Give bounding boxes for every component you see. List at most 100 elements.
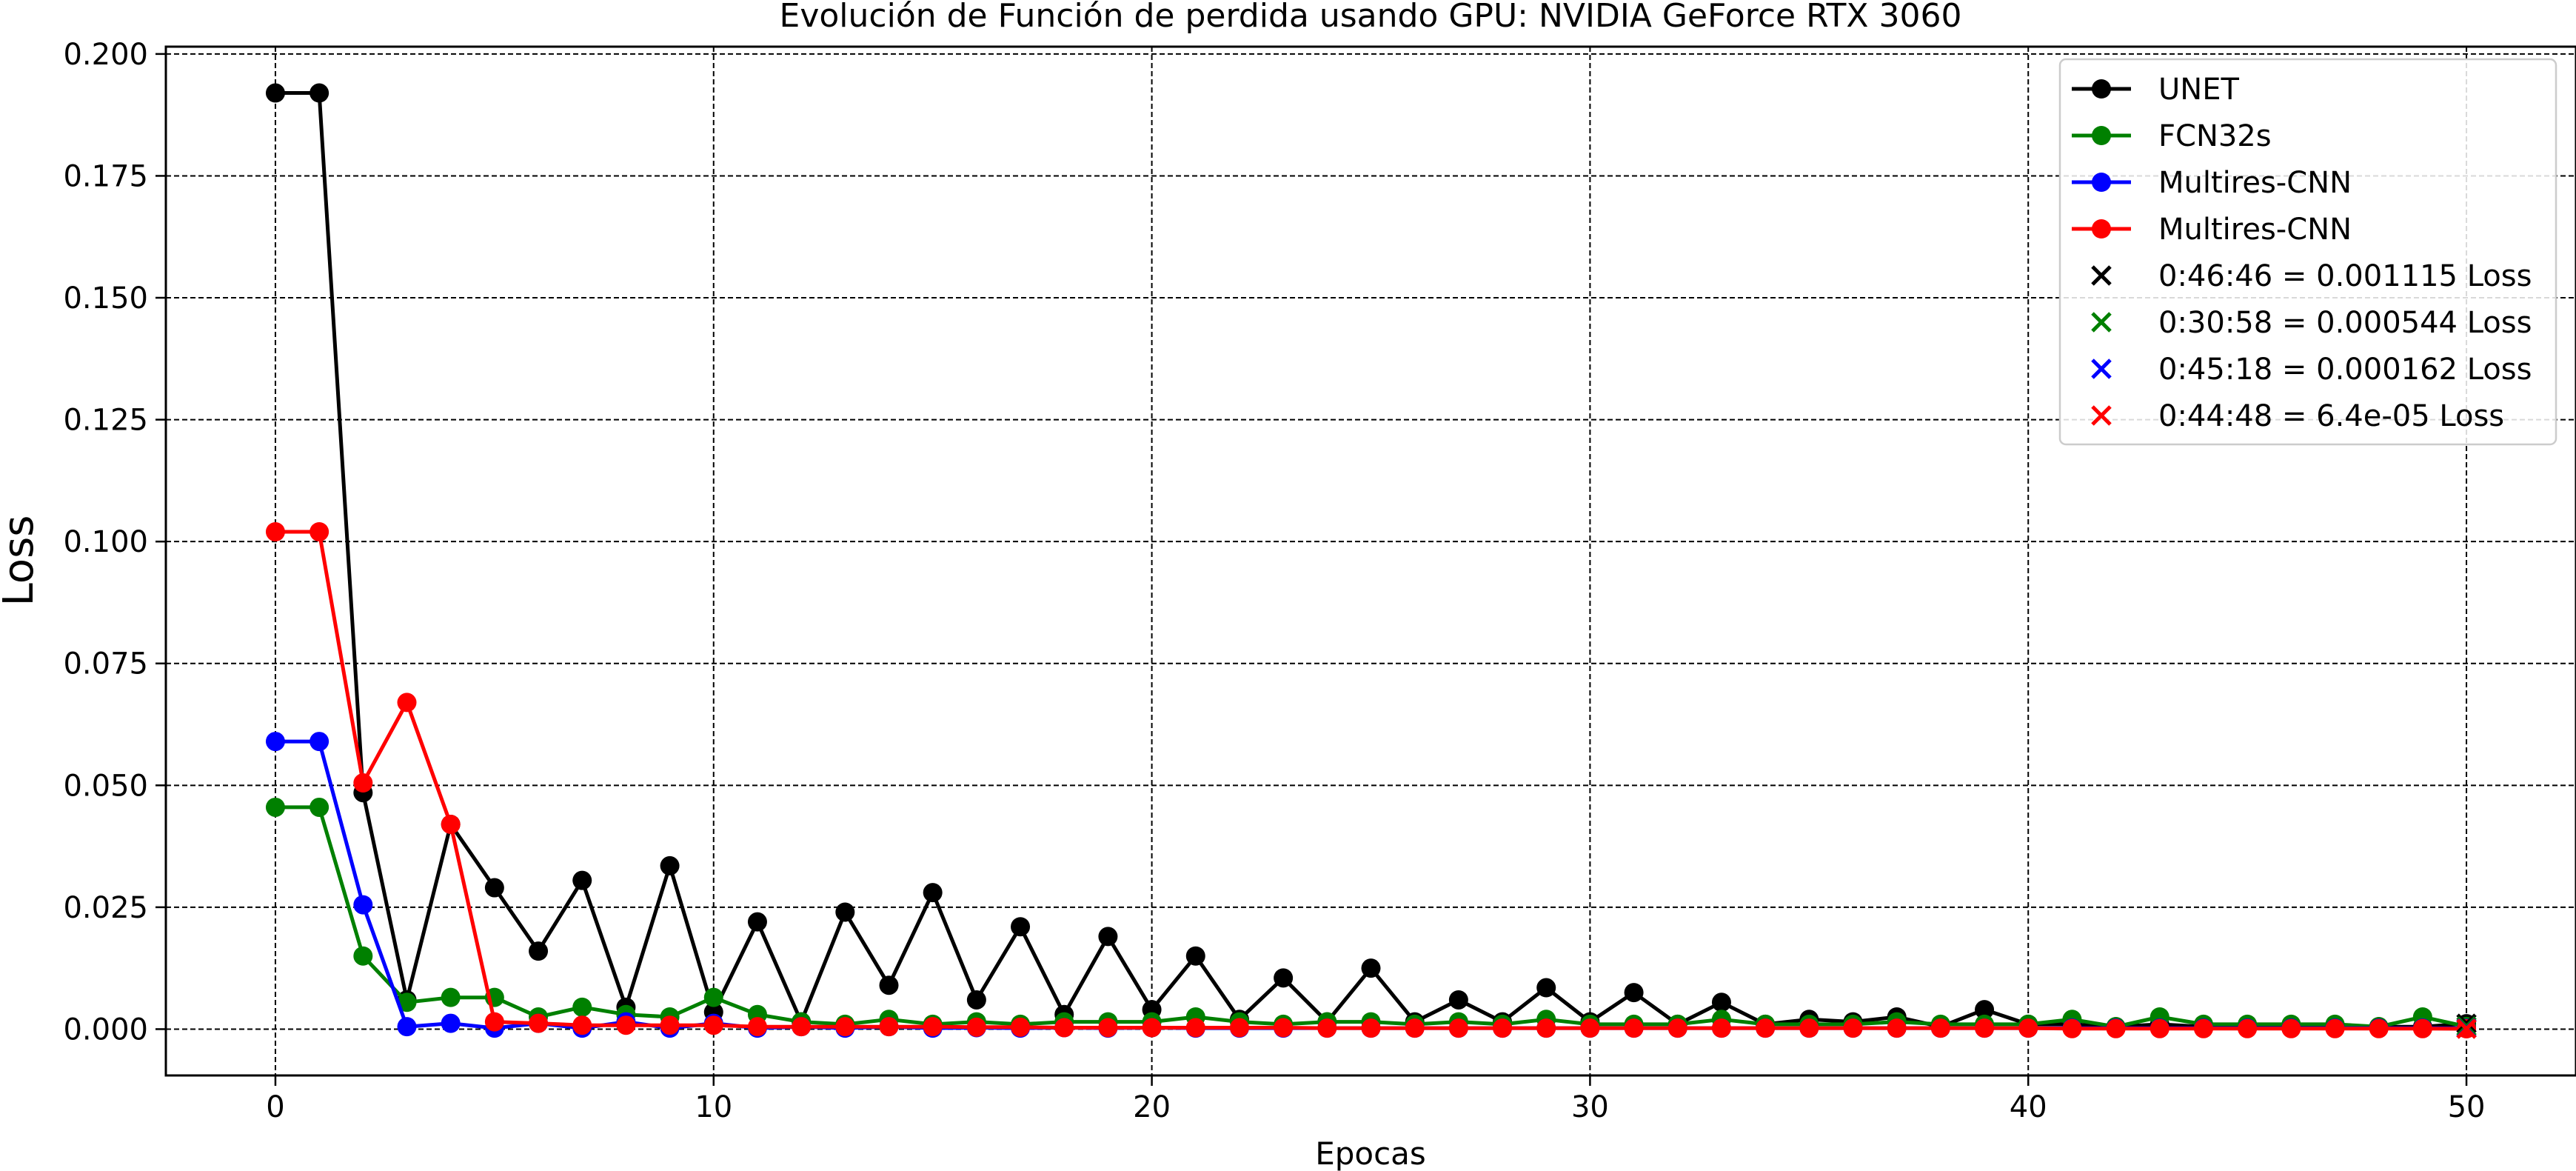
data-point [1536, 978, 1556, 998]
data-point [703, 1015, 723, 1035]
data-point [529, 1013, 549, 1033]
y-tick-label: 0.100 [63, 525, 148, 559]
data-point [353, 946, 373, 966]
data-point [1011, 1017, 1031, 1037]
data-point [265, 732, 285, 752]
data-point [1930, 1018, 1950, 1038]
data-point [1493, 1018, 1513, 1038]
data-point [1054, 1018, 1074, 1038]
legend-entry: 0:30:58 = 0.000544 Loss [2091, 306, 2532, 340]
data-point [1711, 1018, 1731, 1038]
data-point [2018, 1018, 2038, 1038]
data-point [747, 1017, 767, 1037]
data-point [1274, 1018, 1294, 1038]
data-point [2106, 1018, 2126, 1038]
data-point [353, 895, 373, 915]
data-point [1887, 1018, 1907, 1038]
data-point [923, 883, 943, 903]
data-point [310, 83, 329, 103]
data-point [1843, 1018, 1863, 1038]
data-point [1580, 1018, 1600, 1038]
data-point [1274, 968, 1294, 988]
series-1 [265, 797, 2477, 1037]
data-point [484, 878, 504, 898]
data-point [2062, 1018, 2082, 1038]
data-point [2193, 1018, 2213, 1038]
data-point [572, 997, 592, 1017]
data-point [1667, 1018, 1687, 1038]
legend-marker [2092, 79, 2111, 99]
data-point [2150, 1018, 2169, 1038]
data-point [1011, 917, 1031, 937]
y-tick-label: 0.025 [63, 891, 148, 925]
x-tick-label: 20 [1133, 1090, 1171, 1124]
series-line [275, 530, 2467, 1031]
data-point [441, 987, 461, 1007]
data-point [923, 1017, 943, 1037]
legend: UNET FCN32s Multires-CNN Multires-CNN 0:46:4… [2058, 58, 2557, 446]
y-axis-label: Loss [0, 516, 43, 607]
data-point [2325, 1018, 2345, 1038]
data-point [1142, 1018, 1162, 1038]
data-point [879, 1017, 899, 1037]
series-lines [265, 83, 2477, 1039]
data-point [1361, 1018, 1381, 1038]
data-point [1799, 1018, 1819, 1038]
data-point [966, 1017, 986, 1037]
data-point [1536, 1018, 1556, 1038]
data-point [310, 732, 329, 752]
legend-cross-marker [2091, 312, 2112, 333]
legend-box [2058, 58, 2557, 446]
chart-title: Evolución de Función de perdida usando G… [780, 0, 1962, 35]
data-point [966, 990, 986, 1010]
legend-marker [2092, 173, 2111, 192]
data-point [397, 1017, 417, 1037]
data-point [616, 1015, 636, 1035]
data-point [1975, 1018, 1995, 1038]
cross-stroke [2091, 265, 2112, 286]
data-point [2412, 1018, 2432, 1038]
data-point [1448, 1018, 1468, 1038]
cross-stroke [2456, 1013, 2477, 1034]
series-line [275, 805, 2467, 1029]
legend-label: FCN32s [2158, 119, 2272, 153]
final-markers [2456, 1013, 2477, 1039]
data-point [1756, 1018, 1776, 1038]
data-point [2281, 1018, 2301, 1038]
data-point [703, 987, 723, 1007]
legend-label: Multires-CNN [2158, 166, 2352, 200]
data-point [1361, 958, 1381, 978]
data-point [1448, 990, 1468, 1010]
y-tick-label: 0.125 [63, 404, 148, 438]
x-tick-label: 40 [2010, 1090, 2047, 1124]
legend-label: Multires-CNN [2158, 213, 2352, 247]
legend-entry: Multires-CNN [2072, 213, 2352, 247]
data-point [747, 912, 767, 932]
data-point [1624, 983, 1644, 1003]
data-point [792, 1017, 812, 1037]
data-point [1185, 946, 1205, 966]
legend-label: 0:45:18 = 0.000162 Loss [2158, 353, 2532, 387]
data-point [484, 1012, 504, 1032]
legend-label: 0:30:58 = 0.000544 Loss [2158, 306, 2532, 340]
data-point [1185, 1018, 1205, 1038]
data-point [660, 1015, 680, 1035]
data-point [2238, 1018, 2258, 1038]
x-tick-label: 10 [695, 1090, 732, 1124]
data-point [1229, 1018, 1249, 1038]
cross-stroke [2456, 1018, 2477, 1039]
cross-stroke [2091, 358, 2112, 379]
data-point [660, 855, 680, 875]
series-line [275, 739, 2467, 1030]
data-point [835, 902, 855, 922]
legend-cross-marker [2091, 358, 2112, 379]
data-point [353, 773, 373, 793]
x-axis: 0 10 20 30 40 50 [266, 1075, 2485, 1124]
data-point [1624, 1018, 1644, 1038]
data-point [265, 797, 285, 817]
y-tick-label: 0.200 [63, 38, 148, 72]
legend-marker [2092, 126, 2111, 145]
x-tick-label: 30 [1571, 1090, 1609, 1124]
data-point [441, 1013, 461, 1033]
legend-entry: 0:45:18 = 0.000162 Loss [2091, 353, 2532, 387]
